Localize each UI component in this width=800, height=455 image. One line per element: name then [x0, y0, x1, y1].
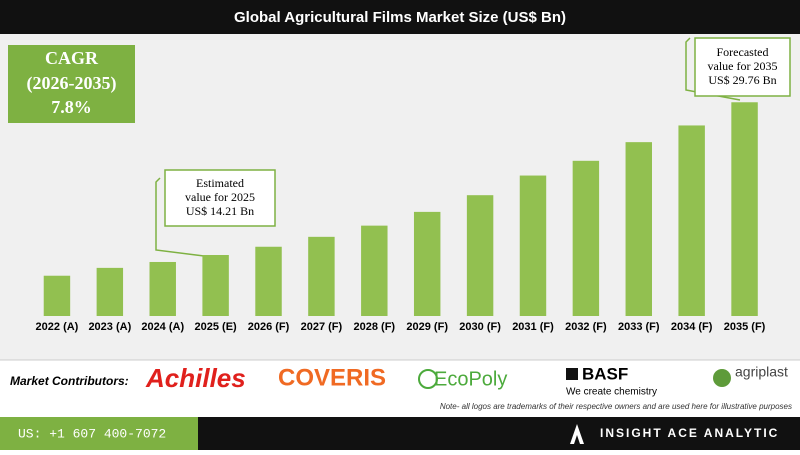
cagr-box: [8, 45, 135, 123]
logo: agriplast: [735, 364, 788, 380]
phone: US: +1 607 400-7072: [18, 426, 166, 441]
bar: [202, 255, 229, 316]
bar: [731, 102, 758, 316]
bar: [43, 275, 71, 316]
logo-icon: [418, 369, 438, 389]
cagr-text: (2026-2035): [27, 73, 117, 94]
callout-box: [694, 37, 791, 97]
callout-box: [164, 169, 276, 227]
bar: [678, 125, 705, 317]
callout-bracket: [155, 177, 205, 257]
x-tick-label: 2031 (F): [512, 321, 554, 333]
x-tick-label: 2023 (A): [88, 321, 131, 333]
callout-text: Forecasted: [717, 45, 769, 59]
logo-icon: [566, 368, 578, 380]
callout-text: value for 2035: [708, 59, 778, 73]
bar: [413, 211, 441, 316]
bar: [255, 246, 282, 316]
phone-box: [0, 417, 198, 450]
logo: Achilles: [145, 363, 246, 393]
bar: [96, 267, 124, 316]
bar: [361, 225, 388, 316]
x-tick-label: 2032 (F): [565, 321, 607, 333]
note: Note- all logos are trademarks of their …: [440, 402, 792, 411]
x-tick-label: 2026 (F): [248, 321, 290, 333]
bar: [308, 236, 335, 316]
brand-bar: [198, 417, 800, 450]
x-tick-label: 2027 (F): [301, 321, 343, 333]
title-bar: [0, 0, 800, 34]
x-tick-label: 2028 (F): [354, 321, 396, 333]
logo: EcoPoly: [434, 368, 507, 390]
bar: [466, 195, 494, 316]
callout-text: value for 2025: [185, 190, 255, 204]
cagr-text: CAGR: [45, 48, 99, 68]
x-tick-label: 2030 (F): [459, 321, 501, 333]
x-tick-label: 2024 (A): [141, 321, 184, 333]
x-tick-label: 2025 (E): [195, 321, 238, 333]
bar: [149, 261, 176, 316]
x-tick-label: 2034 (F): [671, 321, 713, 333]
bar: [572, 160, 600, 316]
brand-icon: [570, 424, 584, 444]
cagr-text: 7.8%: [51, 97, 92, 117]
x-tick-label: 2022 (A): [36, 321, 79, 333]
bar: [519, 175, 547, 316]
callout-text: US$ 29.76 Bn: [708, 73, 776, 87]
logo-icon: [713, 369, 731, 387]
callout-text: US$ 14.21 Bn: [186, 204, 254, 218]
x-tick-label: 2033 (F): [618, 321, 660, 333]
logo: BASF: [582, 364, 628, 383]
x-tick-label: 2035 (F): [724, 321, 766, 333]
brand: INSIGHT ACE ANALYTIC: [600, 426, 779, 440]
logo-tagline: We create chemistry: [566, 387, 657, 398]
logo: COVERIS: [278, 364, 386, 391]
bar: [625, 142, 652, 316]
callout-text: Estimated: [196, 176, 244, 190]
contributors-label: Market Contributors:: [10, 374, 129, 388]
x-tick-label: 2029 (F): [406, 321, 448, 333]
chart-title: Global Agricultural Films Market Size (U…: [234, 9, 566, 26]
